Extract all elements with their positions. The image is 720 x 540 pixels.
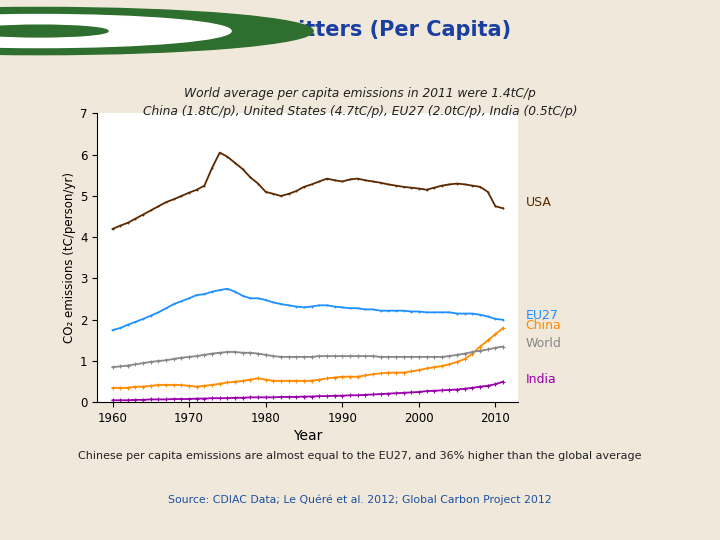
Circle shape <box>0 25 108 37</box>
Text: World: World <box>526 337 562 350</box>
Text: Chinese per capita emissions are almost equal to the EU27, and 36% higher than t: Chinese per capita emissions are almost … <box>78 451 642 461</box>
Text: USA: USA <box>526 195 552 208</box>
Y-axis label: CO₂ emissions (tC/person/yr): CO₂ emissions (tC/person/yr) <box>63 172 76 343</box>
X-axis label: Year: Year <box>293 429 323 443</box>
Text: China: China <box>526 320 562 333</box>
Circle shape <box>0 15 231 48</box>
Text: India: India <box>526 373 557 386</box>
Text: China (1.8tC/p), United States (4.7tC/p), EU27 (2.0tC/p), India (0.5tC/p): China (1.8tC/p), United States (4.7tC/p)… <box>143 105 577 118</box>
Circle shape <box>0 8 313 55</box>
Text: Source: CDIAC Data; Le Quéré et al. 2012; Global Carbon Project 2012: Source: CDIAC Data; Le Quéré et al. 2012… <box>168 494 552 505</box>
Text: World average per capita emissions in 2011 were 1.4tC/p: World average per capita emissions in 20… <box>184 87 536 100</box>
Text: EU27: EU27 <box>526 309 559 322</box>
Text: Top Fossil Fuel Emitters (Per Capita): Top Fossil Fuel Emitters (Per Capita) <box>83 20 511 40</box>
